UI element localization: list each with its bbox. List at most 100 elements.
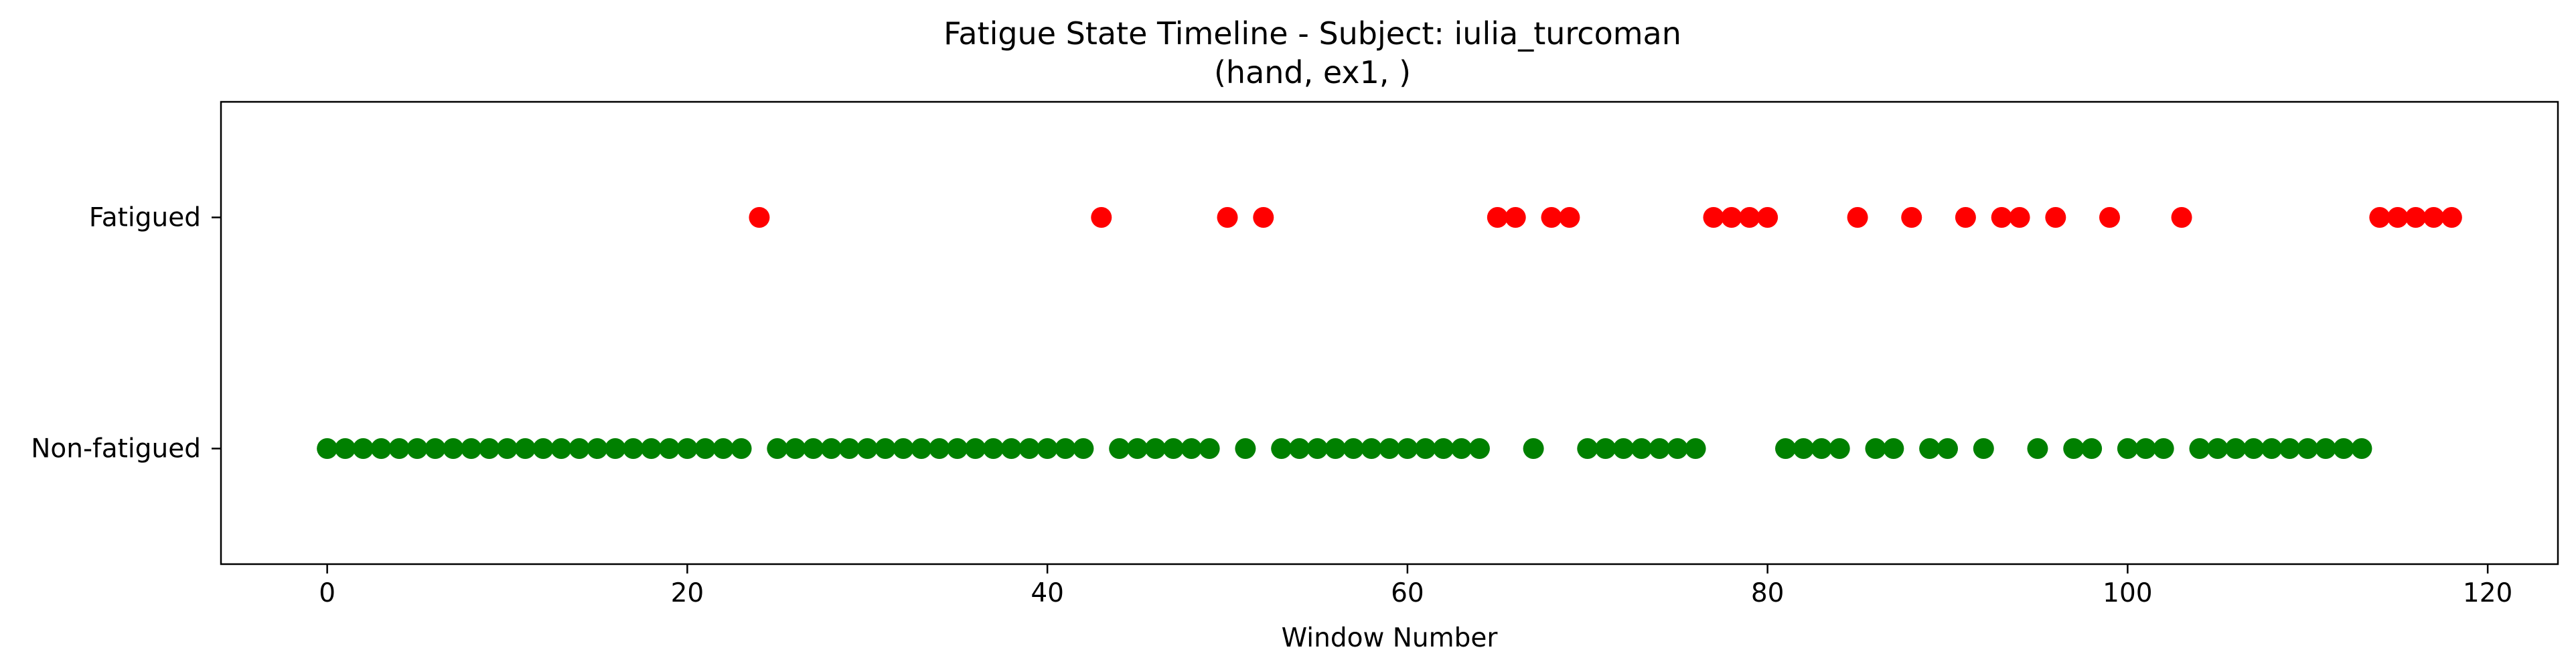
non-fatigued-point [929,438,950,459]
non-fatigued-point [1595,438,1616,459]
non-fatigued-point [1271,438,1292,459]
non-fatigued-point [1037,438,1058,459]
non-fatigued-point [947,438,968,459]
fatigued-point [1487,207,1508,228]
fatigued-point [1253,207,1274,228]
non-fatigued-point [694,438,716,459]
non-fatigued-point [587,438,608,459]
non-fatigued-point [712,438,734,459]
y-axis-ticks: Non-fatigued Fatigued [31,203,221,464]
non-fatigued-point [569,438,590,459]
non-fatigued-point [1973,438,1994,459]
x-tick-label: 80 [1751,578,1785,608]
non-fatigued-point [1793,438,1814,459]
non-fatigued-point [2081,438,2103,459]
non-fatigued-point [1343,438,1364,459]
non-fatigued-point [2261,438,2282,459]
fatigued-point [1541,207,1562,228]
non-fatigued-point [406,438,428,459]
non-fatigued-point [1415,438,1436,459]
fatigued-point [1721,207,1742,228]
non-fatigued-point [1055,438,1076,459]
x-tick-label: 60 [1391,578,1424,608]
non-fatigued-point [370,438,392,459]
fatigued-point [1847,207,1868,228]
non-fatigued-point [1235,438,1256,459]
fatigued-point [2009,207,2030,228]
non-fatigued-point [1865,438,1886,459]
non-fatigued-point [2027,438,2048,459]
non-fatigued-point [1775,438,1797,459]
non-fatigued-point [1451,438,1472,459]
non-fatigued-point [1667,438,1688,459]
non-fatigued-point [1937,438,1959,459]
non-fatigued-point [1468,438,1490,459]
y-tick-label: Non-fatigued [31,434,201,464]
non-fatigued-point [497,438,518,459]
non-fatigued-point [911,438,932,459]
non-fatigued-point [1685,438,1706,459]
fatigued-point [2405,207,2427,228]
non-fatigued-point [1649,438,1670,459]
non-fatigued-point [785,438,806,459]
non-fatigued-point [2117,438,2138,459]
non-fatigued-point [641,438,662,459]
x-tick-label: 40 [1031,578,1064,608]
fatigued-point [2423,207,2444,228]
y-tick-label: Fatigued [89,203,201,233]
fatigued-point [1091,207,1112,228]
non-fatigued-point [982,438,1004,459]
non-fatigued-point [2351,438,2372,459]
chart-title: Fatigue State Timeline - Subject: iulia_… [943,15,1681,52]
non-fatigued-point [388,438,410,459]
non-fatigued-point [676,438,698,459]
non-fatigued-point [1361,438,1382,459]
non-fatigued-point [1306,438,1328,459]
non-fatigued-point [731,438,752,459]
non-fatigued-point [875,438,896,459]
non-fatigued-point [550,438,572,459]
plot-area-frame [220,100,2559,565]
data-points [317,207,2462,459]
non-fatigued-point [965,438,986,459]
non-fatigued-point [2135,438,2156,459]
fatigued-point [2099,207,2120,228]
fatigued-point [1217,207,1238,228]
non-fatigued-point [443,438,464,459]
fatigued-point [2441,207,2462,228]
x-tick-label: 120 [2463,578,2512,608]
non-fatigued-point [425,438,446,459]
fatigued-point [2171,207,2192,228]
non-fatigued-point [514,438,536,459]
fatigued-point [1703,207,1724,228]
non-fatigued-point [1000,438,1022,459]
fatigued-point [1955,207,1976,228]
non-fatigued-point [820,438,842,459]
fatigued-point [1559,207,1580,228]
non-fatigued-point [1379,438,1400,459]
chart-subtitle: (hand, ex1, ) [1214,54,1411,90]
x-axis-label: Window Number [1282,623,1499,653]
fatigued-point [1739,207,1760,228]
non-fatigued-point [2207,438,2228,459]
x-tick-label: 20 [671,578,704,608]
non-fatigued-point [1829,438,1850,459]
non-fatigued-point [2063,438,2085,459]
non-fatigued-point [532,438,554,459]
non-fatigued-point [856,438,878,459]
non-fatigued-point [893,438,914,459]
non-fatigued-point [1613,438,1635,459]
fatigued-point [1991,207,2012,228]
non-fatigued-point [803,438,824,459]
fatigued-point [749,207,770,228]
non-fatigued-point [1397,438,1418,459]
non-fatigued-point [1073,438,1094,459]
non-fatigued-point [1919,438,1941,459]
non-fatigued-point [838,438,860,459]
fatigued-point [2387,207,2409,228]
non-fatigued-point [1289,438,1310,459]
non-fatigued-point [1018,438,1040,459]
non-fatigued-point [2279,438,2300,459]
